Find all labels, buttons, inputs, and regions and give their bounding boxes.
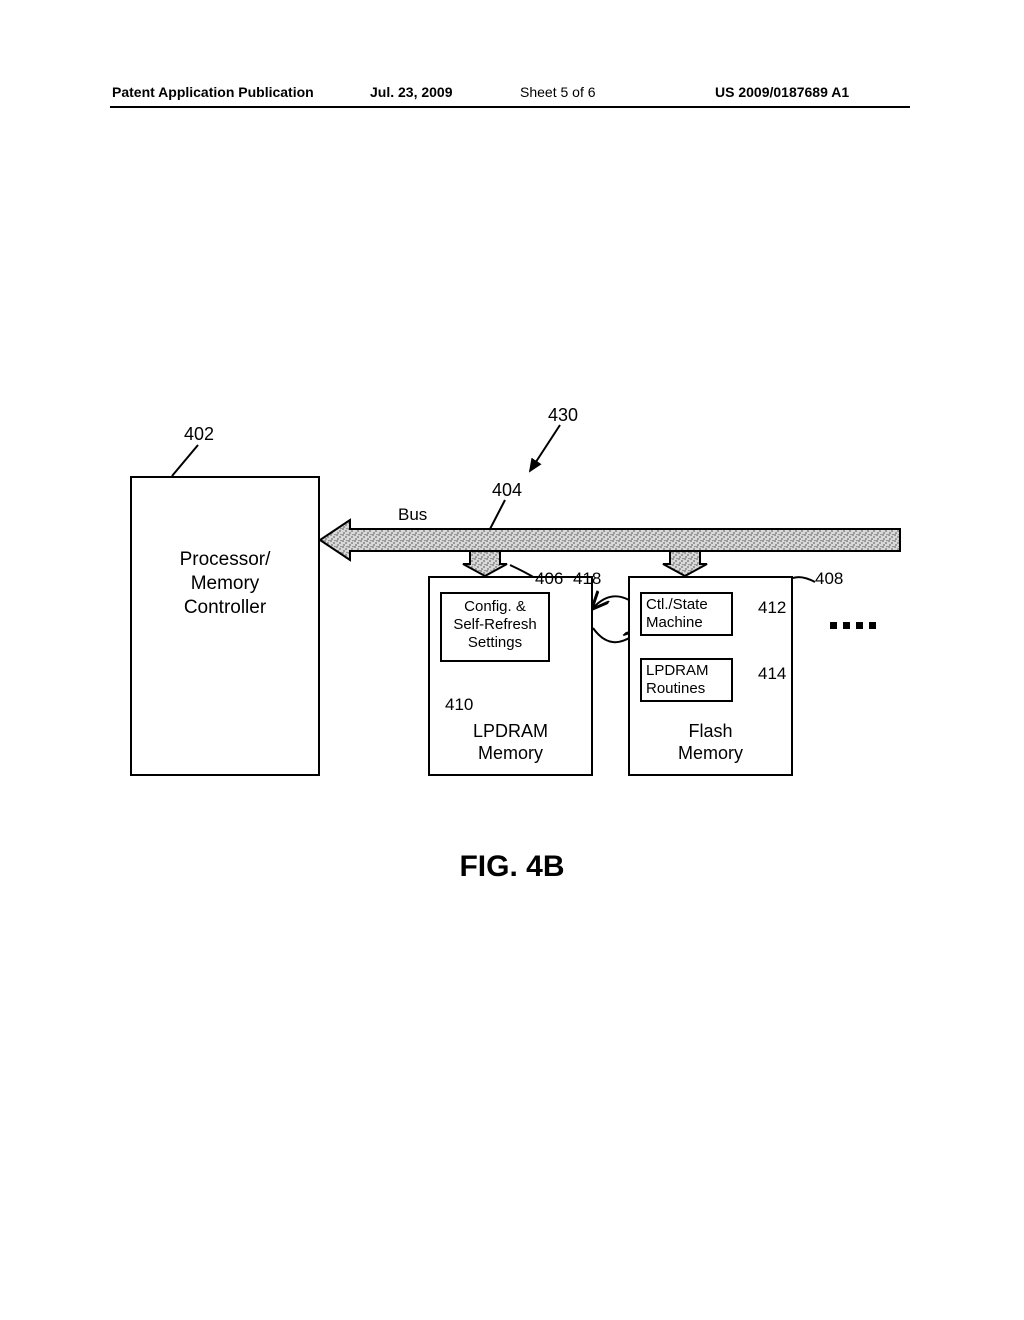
- dot: [869, 622, 876, 629]
- leader-408: [793, 577, 815, 582]
- leader-402: [172, 445, 198, 476]
- leader-430: [530, 425, 560, 471]
- config-l2: Self-Refresh: [442, 616, 548, 634]
- ctl-l1: Ctl./State: [646, 596, 731, 614]
- callout-406: 406: [535, 569, 563, 589]
- callout-410: 410: [445, 695, 473, 715]
- callout-418: 418: [573, 569, 601, 589]
- block-ctl-state-machine: Ctl./State Machine: [640, 592, 733, 636]
- bus-drop-lpdram: [463, 551, 507, 576]
- ctl-l2: Machine: [646, 614, 731, 632]
- block-config-settings: Config. & Self-Refresh Settings: [440, 592, 550, 662]
- callout-430: 430: [548, 405, 578, 426]
- continuation-dots: [830, 622, 876, 629]
- dot: [856, 622, 863, 629]
- config-l3: Settings: [442, 634, 548, 652]
- bus-arrow: [320, 520, 900, 560]
- block-processor: Processor/ Memory Controller: [130, 476, 320, 776]
- callout-402: 402: [184, 424, 214, 445]
- leader-404: [490, 500, 505, 529]
- routines-l1: LPDRAM: [646, 662, 731, 680]
- dot: [830, 622, 837, 629]
- flash-title-l1: Flash: [630, 720, 791, 742]
- processor-line3: Controller: [132, 596, 318, 620]
- callout-412: 412: [758, 598, 786, 618]
- patent-page: Patent Application Publication Jul. 23, …: [0, 0, 1024, 1320]
- processor-line2: Memory: [132, 572, 318, 596]
- bus-label: Bus: [398, 505, 427, 525]
- flash-title-l2: Memory: [630, 742, 791, 764]
- lpdram-title-l2: Memory: [430, 742, 591, 764]
- block-lpdram-routines: LPDRAM Routines: [640, 658, 733, 702]
- config-l1: Config. &: [442, 598, 548, 616]
- callout-404: 404: [492, 480, 522, 501]
- figure-label: FIG. 4B: [0, 850, 1024, 884]
- routines-l2: Routines: [646, 680, 731, 698]
- callout-414: 414: [758, 664, 786, 684]
- processor-line1: Processor/: [132, 548, 318, 572]
- lpdram-title-l1: LPDRAM: [430, 720, 591, 742]
- dot: [843, 622, 850, 629]
- bus-drop-flash: [663, 551, 707, 576]
- callout-408: 408: [815, 569, 843, 589]
